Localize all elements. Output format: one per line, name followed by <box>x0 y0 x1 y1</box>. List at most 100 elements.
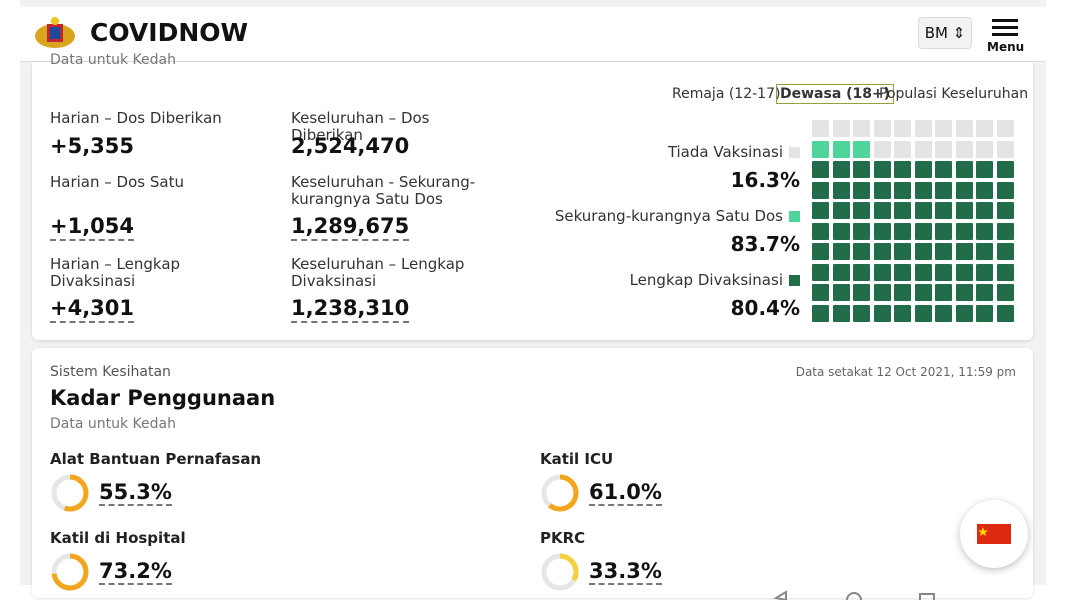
waffle-cell <box>935 181 952 199</box>
waffle-cell <box>812 161 829 178</box>
waffle-cell <box>812 284 829 301</box>
waffle-cell <box>935 304 952 322</box>
gauge-arc <box>541 474 579 512</box>
waffle-cell <box>955 243 973 260</box>
waffle-cell <box>894 181 911 199</box>
stat-value: 1,238,310 <box>291 296 410 323</box>
waffle-cell <box>935 140 952 158</box>
waffle-cell <box>935 161 952 178</box>
waffle-cell <box>832 181 850 199</box>
waffle-cell <box>812 181 829 199</box>
waffle-cell <box>914 202 932 219</box>
waffle-cell <box>832 120 850 137</box>
waffle-cell <box>873 181 891 199</box>
waffle-cell <box>955 304 973 322</box>
waffle-cell <box>873 263 891 281</box>
app-title: COVIDNOW <box>90 18 249 47</box>
waffle-cell <box>853 304 870 322</box>
language-select[interactable]: BM ⇕ <box>918 17 972 49</box>
waffle-cell <box>832 202 850 219</box>
flag-button[interactable] <box>960 500 1028 568</box>
gauge-value: 73.2% <box>99 559 172 585</box>
waffle-cell <box>832 161 850 178</box>
card-title: Kadar Penggunaan <box>50 386 276 410</box>
legend-swatch <box>789 275 800 286</box>
waffle-cell <box>853 243 870 260</box>
card-subtitle: Data untuk Kedah <box>50 52 176 68</box>
waffle-cell <box>914 161 932 178</box>
waffle-cell <box>812 304 829 322</box>
waffle-cell <box>894 304 911 322</box>
menu-icon[interactable] <box>992 19 1018 37</box>
legend-value: 83.7% <box>730 232 800 256</box>
waffle-cell <box>976 304 993 322</box>
waffle-cell <box>873 222 891 240</box>
waffle-cell <box>853 263 870 281</box>
waffle-cell <box>935 120 952 137</box>
waffle-cell <box>853 202 870 219</box>
waffle-cell <box>996 263 1014 281</box>
waffle-cell <box>832 263 850 281</box>
waffle-cell <box>955 222 973 240</box>
waffle-cell <box>812 120 829 137</box>
waffle-cell <box>996 140 1014 158</box>
gauge-label: Alat Bantuan Pernafasan <box>50 450 262 468</box>
waffle-cell <box>873 304 891 322</box>
waffle-cell <box>976 243 993 260</box>
waffle-cell <box>853 120 870 137</box>
gauge-label: Katil di Hospital <box>50 529 186 547</box>
gauge <box>541 474 579 512</box>
waffle-cell <box>812 222 829 240</box>
menu-label[interactable]: Menu <box>987 40 1025 54</box>
waffle-cell <box>812 263 829 281</box>
waffle-cell <box>914 140 932 158</box>
section-label: Sistem Kesihatan <box>50 364 171 380</box>
stat-label: Keseluruhan – Lengkap Divaksinasi <box>291 255 465 290</box>
waffle-cell <box>914 263 932 281</box>
waffle-cell <box>832 284 850 301</box>
legend-label: Sekurang-kurangnya Satu Dos <box>555 207 800 225</box>
gauge <box>51 553 89 591</box>
waffle-cell <box>914 120 932 137</box>
waffle-cell <box>976 263 993 281</box>
tab[interactable]: Dewasa (18+) <box>776 84 895 104</box>
gauge <box>51 474 89 512</box>
stat-value: +1,054 <box>50 214 135 241</box>
waffle-cell <box>873 202 891 219</box>
waffle-cell <box>812 202 829 219</box>
gauge-arc <box>51 553 89 591</box>
waffle-cell <box>996 222 1014 240</box>
waffle-cell <box>955 284 973 301</box>
waffle-cell <box>976 140 993 158</box>
tab[interactable]: Remaja (12-17) <box>672 86 781 102</box>
stat-label: Harian – Lengkap Divaksinasi <box>50 255 181 290</box>
waffle-cell <box>935 243 952 260</box>
waffle-cell <box>955 120 973 137</box>
tab[interactable]: Populasi Keseluruhan <box>879 86 1029 102</box>
waffle-cell <box>976 284 993 301</box>
legend-swatch <box>789 211 800 222</box>
legend-value: 16.3% <box>730 168 800 192</box>
gauge-label: PKRC <box>540 529 586 547</box>
waffle-cell <box>935 222 952 240</box>
waffle-cell <box>955 161 973 178</box>
health-card: Sistem Kesihatan Kadar Penggunaan Data u… <box>32 348 1033 598</box>
waffle-cell <box>853 284 870 301</box>
waffle-cell <box>996 161 1014 178</box>
waffle-cell <box>873 120 891 137</box>
language-label: BM <box>924 24 948 42</box>
stat-label: Keseluruhan - Sekurang-kurangnya Satu Do… <box>291 173 476 208</box>
waffle-cell <box>955 263 973 281</box>
waffle-cell <box>853 181 870 199</box>
waffle-cell <box>955 181 973 199</box>
waffle-cell <box>976 181 993 199</box>
waffle-cell <box>935 284 952 301</box>
waffle-cell <box>955 140 973 158</box>
legend-label: Tiada Vaksinasi <box>668 143 800 161</box>
waffle-cell <box>853 222 870 240</box>
system-nav <box>773 590 935 600</box>
waffle-cell <box>976 222 993 240</box>
waffle-cell <box>914 284 932 301</box>
waffle-cell <box>996 181 1014 199</box>
